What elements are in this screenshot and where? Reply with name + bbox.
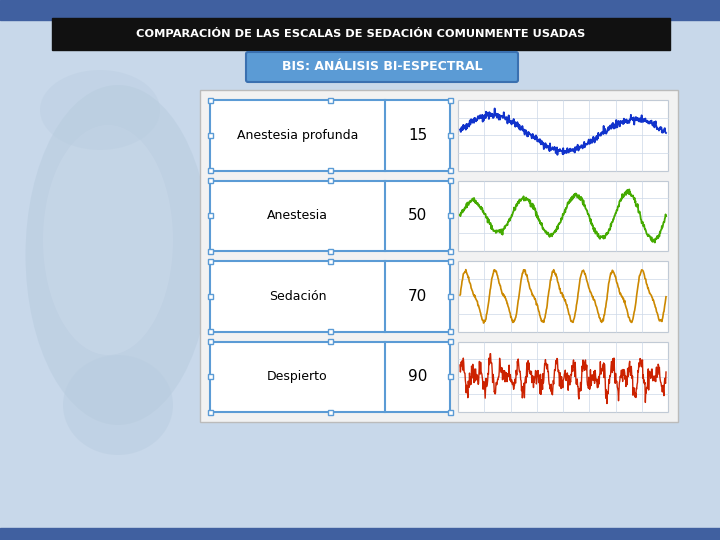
Bar [458, 180, 668, 251]
Bar [328, 329, 333, 334]
Bar [448, 213, 452, 218]
Bar [200, 90, 678, 422]
Text: COMPARACIÓN DE LAS ESCALAS DE SEDACIÓN COMUNMENTE USADAS: COMPARACIÓN DE LAS ESCALAS DE SEDACIÓN C… [136, 29, 585, 39]
Bar [207, 168, 212, 173]
Bar [207, 339, 212, 344]
Bar [448, 374, 452, 379]
Bar [207, 213, 212, 218]
Bar [448, 248, 452, 253]
FancyBboxPatch shape [246, 52, 518, 82]
Ellipse shape [25, 85, 210, 425]
Bar [207, 178, 212, 183]
Bar [448, 168, 452, 173]
Bar [207, 98, 212, 103]
Bar [207, 248, 212, 253]
Bar [328, 178, 333, 183]
Ellipse shape [43, 125, 173, 355]
Bar [328, 168, 333, 173]
Bar [0, 0, 720, 20]
Bar [210, 180, 450, 251]
Text: 50: 50 [408, 208, 427, 223]
Bar [328, 339, 333, 344]
Bar [448, 133, 452, 138]
Bar [448, 178, 452, 183]
Text: Anestesia: Anestesia [267, 209, 328, 222]
Bar [448, 98, 452, 103]
Text: 70: 70 [408, 289, 427, 303]
Bar [207, 329, 212, 334]
Bar [328, 98, 333, 103]
Bar [52, 18, 670, 50]
Bar [448, 259, 452, 264]
Bar [448, 329, 452, 334]
Bar [458, 261, 668, 332]
Text: 15: 15 [408, 128, 427, 143]
Ellipse shape [63, 355, 173, 455]
Text: Despierto: Despierto [267, 370, 328, 383]
Text: 90: 90 [408, 369, 427, 384]
Bar [210, 100, 450, 171]
Bar [448, 339, 452, 344]
Text: Anestesia profunda: Anestesia profunda [237, 129, 358, 141]
Bar [210, 341, 450, 412]
Bar [458, 100, 668, 171]
Bar [207, 409, 212, 415]
Bar [328, 248, 333, 253]
Ellipse shape [40, 70, 160, 150]
Bar [207, 133, 212, 138]
Bar [207, 259, 212, 264]
Bar [328, 409, 333, 415]
Bar [458, 341, 668, 412]
Bar [207, 294, 212, 299]
Bar [207, 374, 212, 379]
Bar [328, 259, 333, 264]
Bar [210, 261, 450, 332]
Text: Sedación: Sedación [269, 290, 326, 303]
Text: BIS: ANÁLISIS BI-ESPECTRAL: BIS: ANÁLISIS BI-ESPECTRAL [282, 60, 482, 73]
Bar [448, 409, 452, 415]
Bar [448, 294, 452, 299]
Bar [0, 528, 720, 540]
